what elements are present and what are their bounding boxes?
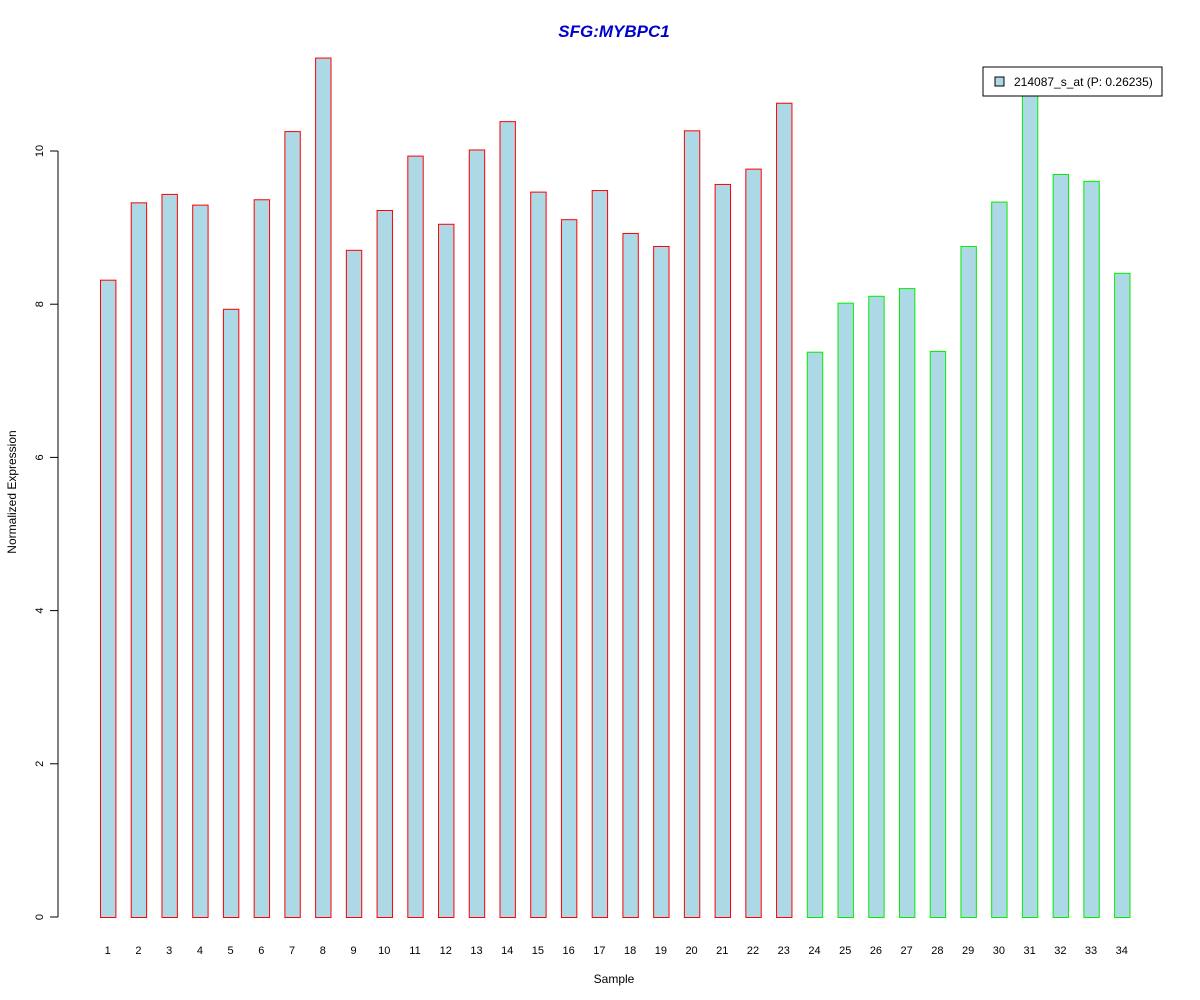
bar [837,302,854,918]
legend-swatch [994,76,1005,87]
bar [376,209,393,918]
x-tick-label: 29 [962,945,974,957]
bar [591,190,609,919]
bar [161,193,178,918]
x-axis-label: Sample [594,972,635,986]
bars-group [100,57,1131,919]
x-tick-label: 5 [228,945,234,957]
x-tick-label: 12 [440,945,452,957]
chart-title: SFG:MYBPC1 [558,22,669,41]
bar [253,199,271,918]
y-tick-label: 2 [34,761,46,767]
bar [407,155,424,918]
bar [776,102,793,918]
bar [1052,173,1070,919]
bar [345,249,363,918]
x-tick-label: 6 [258,945,264,957]
x-tick-label: 34 [1116,945,1128,957]
x-tick-label: 25 [839,945,851,957]
x-tick-label: 7 [289,945,295,957]
bar [284,131,301,919]
bar [898,288,916,918]
bar [1083,180,1100,918]
x-tick-label: 28 [931,945,943,957]
x-tick-label: 27 [901,945,913,957]
x-tick-label: 19 [655,945,667,957]
legend-label: 214087_s_at (P: 0.26235) [1014,75,1153,89]
y-tick-label: 6 [34,454,46,460]
bar [653,245,670,918]
x-tick-label: 31 [1023,945,1035,957]
bar [499,121,516,919]
x-tick-label: 33 [1085,945,1097,957]
x-tick-label: 24 [808,945,820,957]
x-axis: 1 2 3 4 5 6 7 8 9 10 11 12 13 14 15 16 17 18 19 20 21 22 23 24 2… [105,945,1128,957]
x-tick-label: 10 [378,945,390,957]
x-tick-label: 13 [470,945,482,957]
x-tick-label: 4 [197,945,203,957]
x-tick-label: 8 [320,945,326,957]
y-axis: 0 2 4 6 8 10 [34,145,59,920]
bar [960,245,977,918]
bar [192,204,209,918]
x-tick-label: 14 [501,945,513,957]
legend-box [982,66,1163,97]
bar [991,201,1008,918]
x-tick-label: 26 [870,945,882,957]
x-tick-label: 2 [135,945,141,957]
bar [929,350,947,918]
bar [560,219,578,918]
bar [745,168,762,919]
x-tick-label: 17 [593,945,605,957]
x-tick-label: 30 [993,945,1005,957]
y-tick-label: 4 [34,608,46,614]
bar [530,191,547,918]
bar [1021,87,1039,918]
bar [683,130,701,918]
bar [868,295,885,918]
x-tick-label: 1 [105,945,111,957]
x-tick-label: 20 [685,945,697,957]
legend: 214087_s_at (P: 0.26235) [982,66,1163,97]
x-tick-label: 15 [532,945,544,957]
x-tick-label: 32 [1054,945,1066,957]
bar [468,149,486,918]
y-tick-label: 8 [34,301,46,307]
bar [315,57,332,919]
x-tick-label: 16 [563,945,575,957]
bar [622,232,639,919]
bar [222,308,240,918]
bar [714,183,731,919]
x-tick-label: 11 [409,945,420,957]
x-tick-label: 22 [747,945,759,957]
x-tick-label: 21 [716,945,728,957]
bar [438,223,455,918]
x-tick-label: 9 [350,945,356,957]
bar [1114,272,1131,918]
y-axis-label: Normalized Expression [5,430,19,553]
bar [100,279,117,918]
x-tick-label: 3 [166,945,172,957]
y-tick-label: 10 [34,145,46,157]
y-tick-label: 0 [34,914,46,920]
bar [806,351,824,918]
x-tick-label: 23 [778,945,790,957]
x-tick-label: 18 [624,945,636,957]
bar [130,202,148,918]
